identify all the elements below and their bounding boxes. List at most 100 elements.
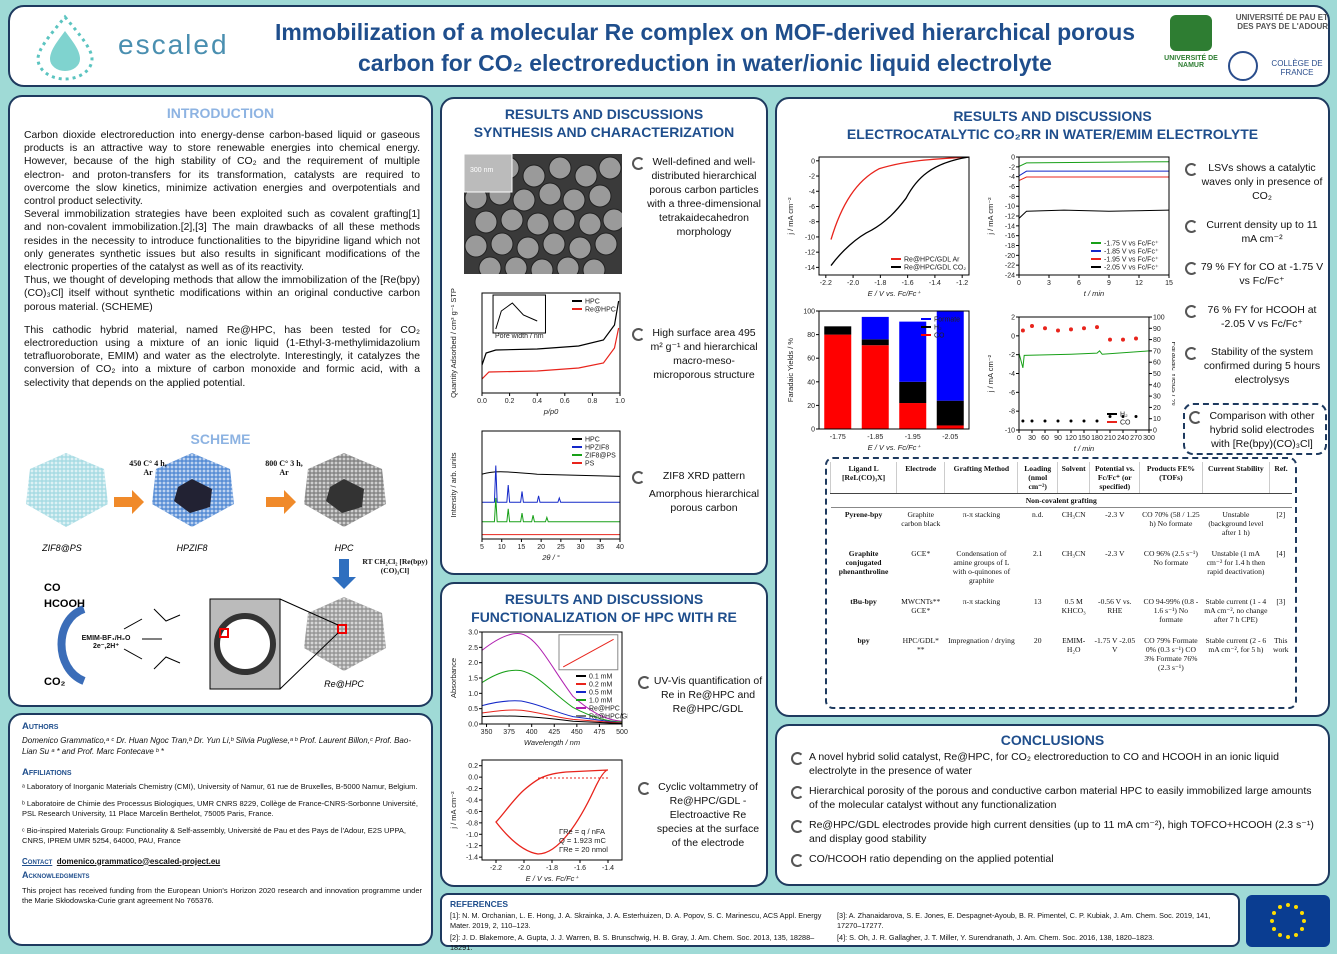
boxed-bullet: Comparison with other hybrid solid elect… xyxy=(1183,403,1327,455)
y2-tick-label: 90 xyxy=(1153,326,1161,333)
y-tick-label: -1.4 xyxy=(466,855,478,862)
table-cell: CO 79% Formate 0% (0.3 s⁻¹) CO 3% Format… xyxy=(1144,636,1198,672)
bar-segment xyxy=(936,425,964,429)
table-cell: CO 94-99% (0.8 - 1.6 s⁻¹) No formate xyxy=(1143,597,1199,624)
reference: [3]: A. Zhanaidarova, S. E. Jones, E. De… xyxy=(837,911,1211,930)
x-tick-label: 3 xyxy=(1047,280,1051,287)
x-tick-label: 30 xyxy=(1028,435,1036,442)
heading: REFERENCES xyxy=(450,899,509,909)
x-tick-label: -1.8 xyxy=(546,865,558,872)
y-tick-label: 20 xyxy=(807,403,815,410)
references-panel: REFERENCES [1]: N. M. Orchanian, L. E. H… xyxy=(440,893,1240,952)
subheading: Authors xyxy=(22,721,59,732)
bullet: UV-Vis quantification of Re in Re@HPC an… xyxy=(638,674,764,716)
heading: CONCLUSIONS xyxy=(1000,732,1105,748)
table-cell: EMIM-H₂O xyxy=(1062,636,1086,654)
affiliation: ᵇ Laboratoire de Chimie des Processus Bi… xyxy=(22,798,418,819)
y2-tick-label: 70 xyxy=(1153,348,1161,355)
paragraph: Several immobilization strategies have b… xyxy=(24,209,420,274)
table-header-cell: Potential vs. Fc/Fc⁺ (or specified) xyxy=(1089,462,1140,494)
y-axis-label: Quantity Adsorbed / cm³ g⁻¹ STP xyxy=(449,288,458,398)
legend-label: H₂ xyxy=(1120,412,1128,419)
scale-bar: 300 nm xyxy=(470,167,494,174)
x-axis-label: Wavelength / nm xyxy=(524,738,580,747)
x-tick-label: -2.2 xyxy=(490,865,502,872)
plot-area xyxy=(496,770,608,854)
reference: [2]: J. D. Blakemore, A. Gupta, J. J. Wa… xyxy=(450,933,815,952)
legend-label: PS xyxy=(585,461,595,468)
y-tick-label: 0 xyxy=(811,158,815,165)
comparison-table: Ligand L [ReL(CO)₃X] Electrode Grafting Me… xyxy=(829,462,1293,682)
plot-area xyxy=(482,634,622,724)
y-axis-label: j / mA cm⁻² xyxy=(986,354,995,393)
x-axis-label: 2θ / ° xyxy=(541,553,560,562)
reference: [1]: N. M. Orchanian, L. E. Hong, J. A. … xyxy=(450,911,822,930)
y-tick-label: -2 xyxy=(1009,352,1015,359)
y2-tick-label: 0 xyxy=(1153,428,1157,435)
legend-label: ZIF8@PS xyxy=(585,453,616,460)
legend-label: HPC xyxy=(585,299,600,306)
table-cell: CO 96% (2.5 s⁻¹) No formate xyxy=(1143,549,1198,567)
x-axis-label: p/p0 xyxy=(543,407,559,416)
legend-label: 0.2 mM xyxy=(589,682,613,689)
title: Immobilization of a molecular Re complex… xyxy=(260,17,1150,79)
intro-text: Carbon dioxide electroreduction into ene… xyxy=(24,129,420,390)
y-tick-label: 0.0 xyxy=(468,775,478,782)
x-tick-label: 150 xyxy=(1078,435,1090,442)
x-tick-label: -1.6 xyxy=(574,865,586,872)
y-tick-label: -0.8 xyxy=(466,820,478,827)
y-tick-label: -6 xyxy=(1009,390,1015,397)
legend-label: 1.0 mM xyxy=(589,698,613,705)
plot-frame xyxy=(481,631,623,725)
eu-flag xyxy=(1246,895,1330,947)
y-tick-label: -4 xyxy=(1009,174,1015,181)
heading-line: RESULTS AND DISCUSSIONS xyxy=(953,108,1152,124)
table-row: Graphite conjugated phenanthroline GCE* Co… xyxy=(831,547,1293,595)
x-tick-label: 90 xyxy=(1054,435,1062,442)
x-tick-label: 15 xyxy=(518,544,526,551)
x-tick-label: -2.05 xyxy=(942,434,958,441)
y-tick-label: -0.2 xyxy=(466,786,478,793)
y-tick-label: -8 xyxy=(809,219,815,226)
table-row: bpy HPC/GDL* ** Impregnation / drying 20 EMI… xyxy=(831,634,1293,682)
y-tick-label: 2 xyxy=(1011,315,1015,322)
x-tick-label: 375 xyxy=(503,729,515,736)
table-cell: Pyrene-bpy xyxy=(844,510,883,519)
table-cell: Stable current (2 - 6 mA cm⁻², for 5 h) xyxy=(1205,636,1267,654)
heading: RESULTS AND DISCUSSIONS SYNTHESIS AND CHA… xyxy=(442,105,766,141)
email[interactable]: domenico.grammatico@escaled-project.eu xyxy=(56,856,221,866)
y-tick-label: 40 xyxy=(807,379,815,386)
table-row: tBu-bpy MWCNTs** GCE* π-π stacking 13 0.5 M … xyxy=(831,595,1293,634)
legend-label: H₂ xyxy=(934,325,942,332)
y-tick-label: 100 xyxy=(803,309,815,316)
x-tick-label: 120 xyxy=(1065,435,1077,442)
x-tick-label: 30 xyxy=(577,544,585,551)
y-tick-label: 0 xyxy=(1011,333,1015,340)
logo-text: escaled xyxy=(118,29,229,60)
reactant: CO₂ xyxy=(44,676,66,688)
step-label: 450 C° 4 h, Ar xyxy=(129,459,167,477)
y-axis-label: j / mA cm⁻² xyxy=(986,197,995,236)
header: escaled Immobilization of a molecular Re… xyxy=(8,5,1330,87)
x-tick-label: -1.75 xyxy=(830,434,846,441)
y-tick-label: 0 xyxy=(1011,155,1015,162)
x-tick-label: -2.0 xyxy=(847,280,859,287)
legend-label: Re@HPC/GDL Ar xyxy=(904,257,960,264)
heading-line: FUNCTIONALIZATION OF HPC WITH RE xyxy=(471,609,737,625)
table-cell: Condensation of amine groups of L with o… xyxy=(952,549,1011,585)
plot-area xyxy=(482,466,620,535)
y-tick-label: -2 xyxy=(809,174,815,181)
x-tick-label: 10 xyxy=(498,544,506,551)
y-tick-label: 80 xyxy=(807,332,815,339)
x-tick-label: 425 xyxy=(548,729,560,736)
y2-tick-label: 100 xyxy=(1153,315,1165,322)
bar-segment xyxy=(899,321,927,382)
annotation: ΓRe = 20 nmol xyxy=(559,845,608,854)
cv-plot: -2.2 -2.0 -1.8 -1.6 -1.4 0.2 0.0 -0.2 -0.4 -0.6 -0… xyxy=(449,759,623,883)
product: HCOOH xyxy=(44,598,85,610)
annotation: ΓRe = q / nFA xyxy=(559,827,605,836)
table-header-cell: Products FE% (TOFs) xyxy=(1139,462,1203,494)
x-tick-label: 350 xyxy=(481,729,493,736)
x-tick-label: -1.4 xyxy=(929,280,941,287)
y2-axis-label: Faradaic Yields / % xyxy=(1170,341,1175,406)
